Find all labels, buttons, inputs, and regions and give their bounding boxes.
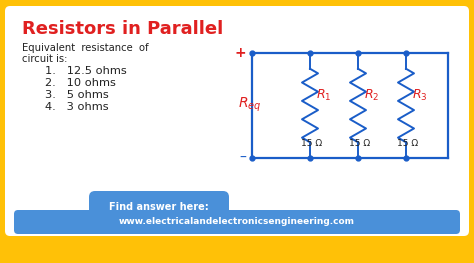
Text: 15 Ω: 15 Ω [349,139,371,148]
Text: 1.   12.5 ohms: 1. 12.5 ohms [45,66,127,76]
Text: $R_2$: $R_2$ [365,88,380,103]
FancyBboxPatch shape [89,191,229,223]
Text: www.electricalandelectronicsengineering.com: www.electricalandelectronicsengineering.… [119,218,355,226]
Text: 15 Ω: 15 Ω [397,139,419,148]
Text: Find answer here:: Find answer here: [109,202,209,212]
Text: 15 Ω: 15 Ω [301,139,323,148]
Text: $R_{eq}$: $R_{eq}$ [238,96,262,114]
Text: 2.   10 ohms: 2. 10 ohms [45,78,116,88]
Text: –: – [239,151,246,165]
Text: circuit is:: circuit is: [22,54,67,64]
Text: +: + [234,46,246,60]
Text: Resistors in Parallel: Resistors in Parallel [22,20,223,38]
Text: $R_1$: $R_1$ [316,88,332,103]
FancyBboxPatch shape [14,210,460,234]
Text: $R_3$: $R_3$ [412,88,428,103]
Text: 3.   5 ohms: 3. 5 ohms [45,90,109,100]
Text: Equivalent  resistance  of: Equivalent resistance of [22,43,149,53]
Text: 4.   3 ohms: 4. 3 ohms [45,102,109,112]
FancyBboxPatch shape [5,6,469,236]
